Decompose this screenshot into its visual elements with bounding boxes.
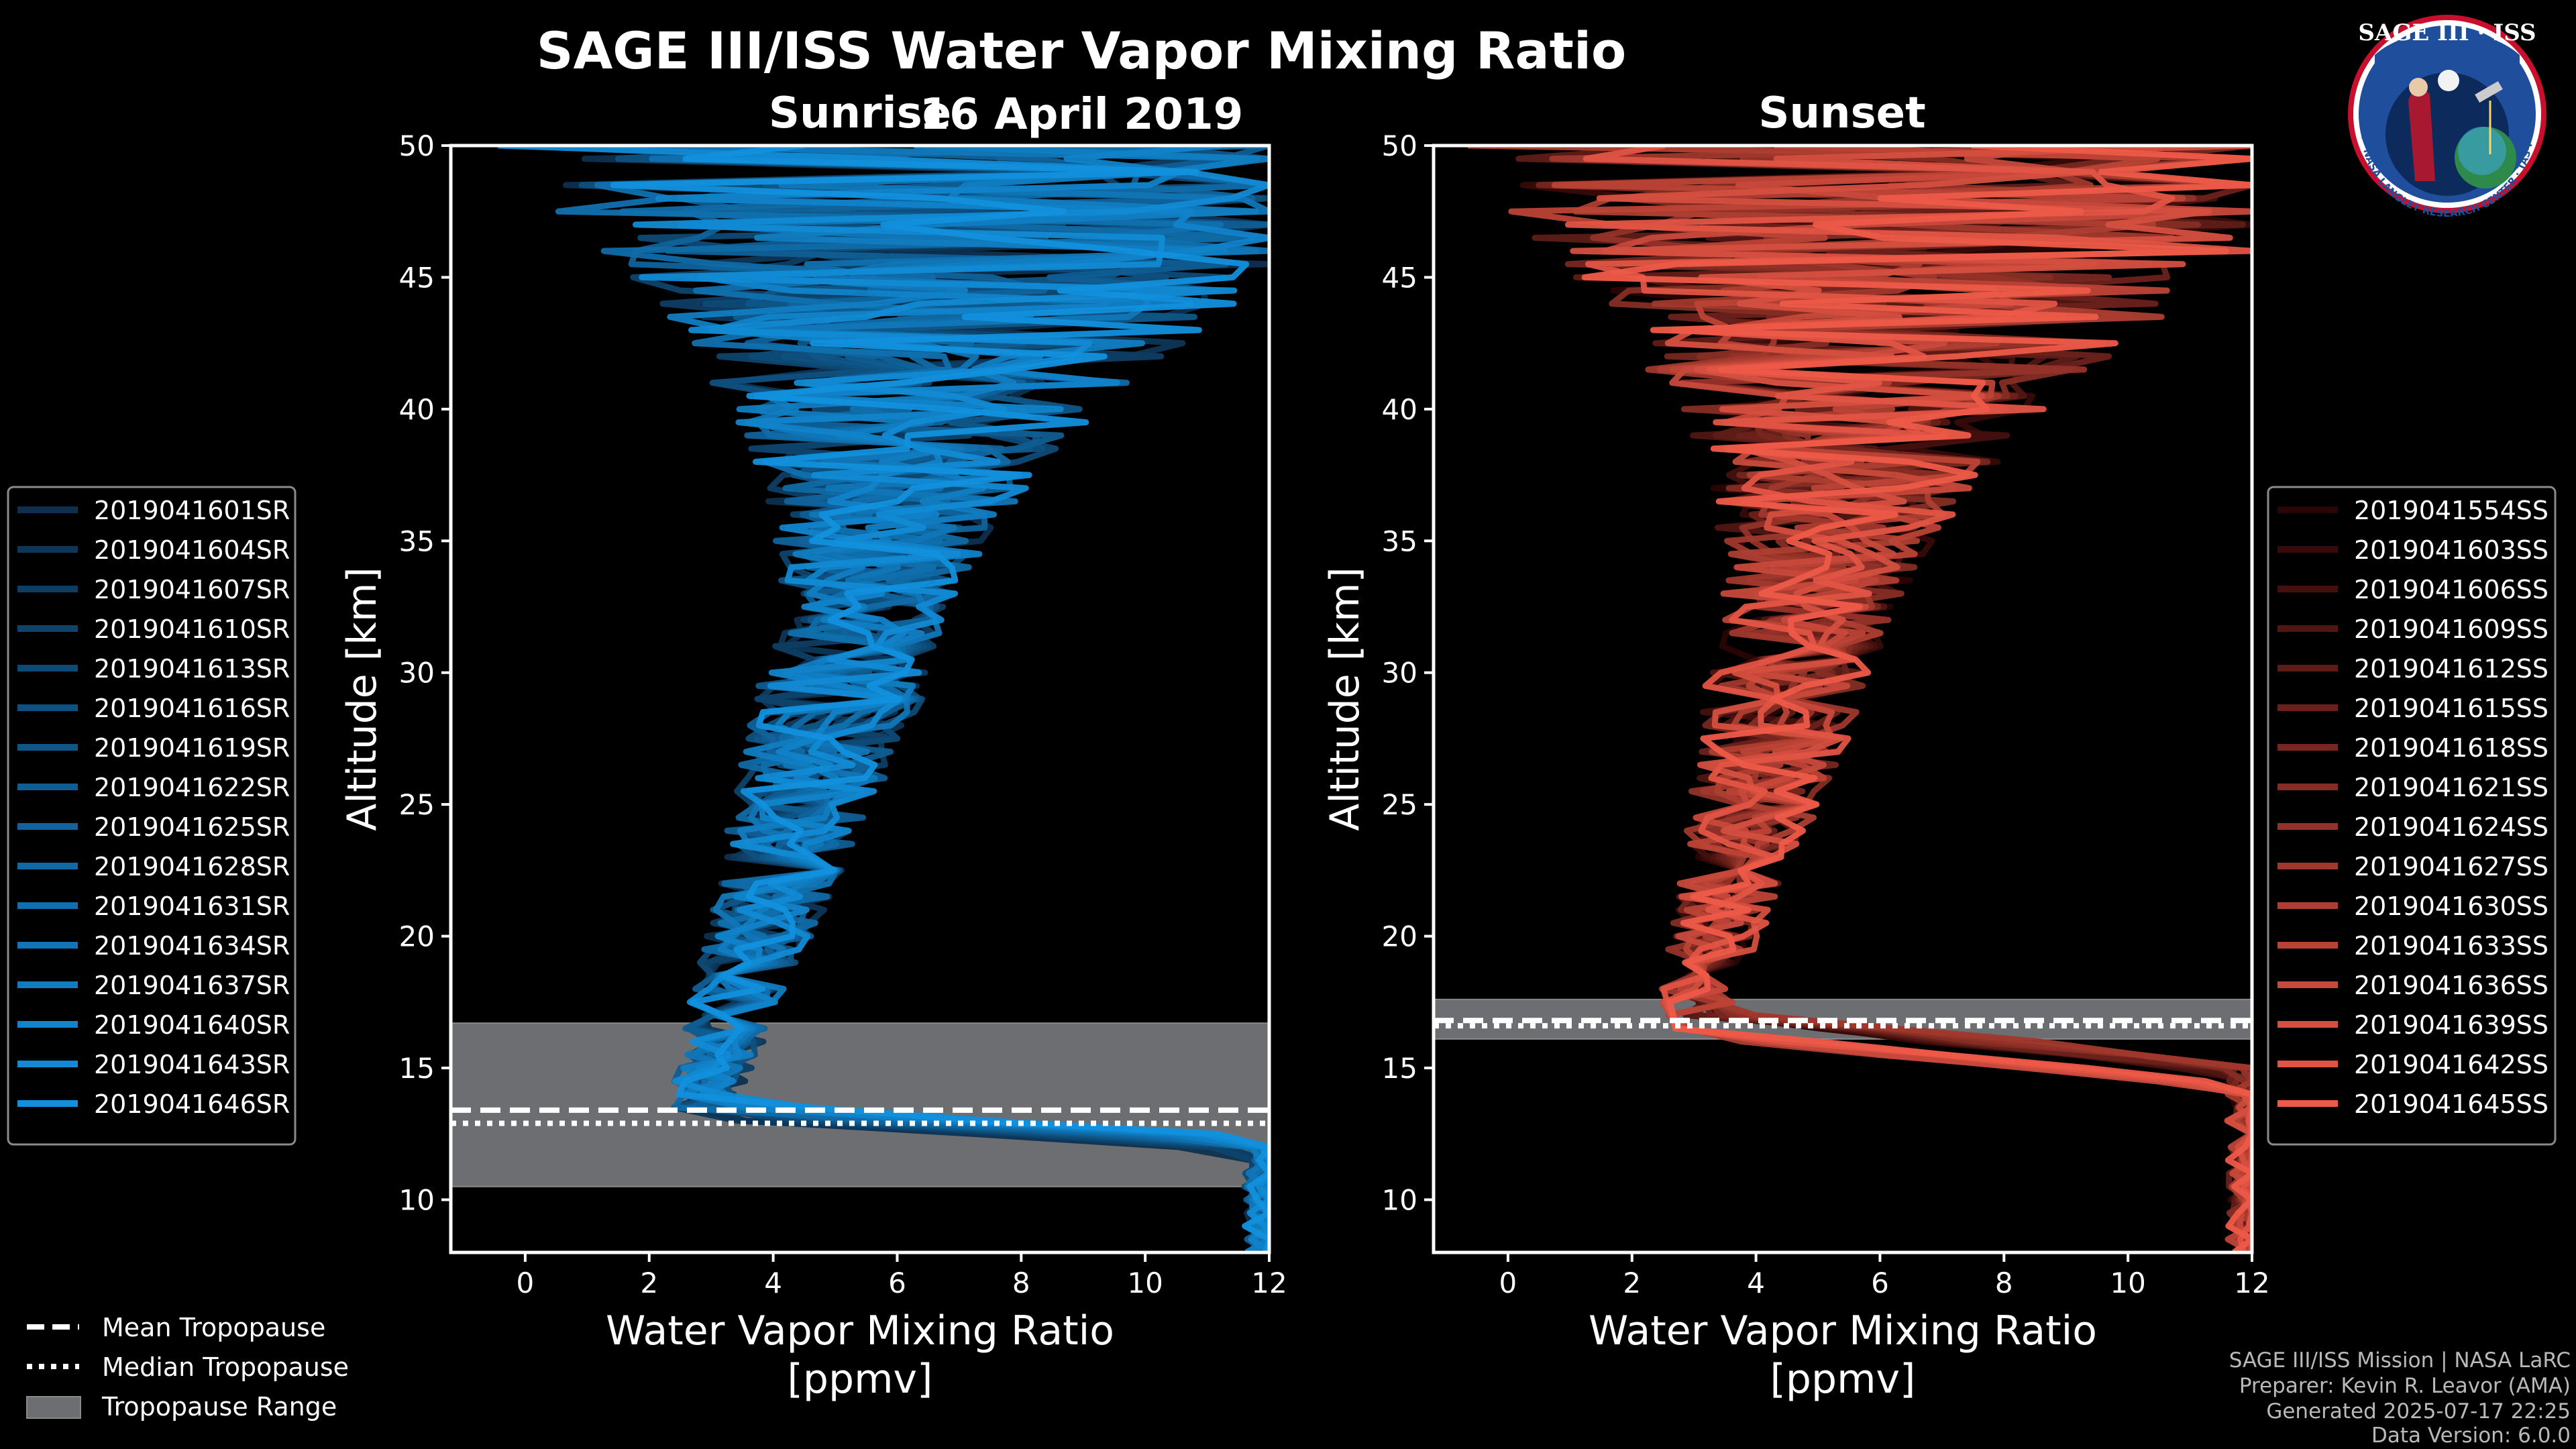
legend-entry-2019041646SR: 2019041646SR — [94, 1089, 290, 1119]
legend-entry-2019041625SR: 2019041625SR — [94, 812, 290, 842]
x-tick-label: 4 — [764, 1267, 782, 1299]
legend-entry-2019041639SS: 2019041639SS — [2354, 1010, 2548, 1040]
sunset-x-axis-label: Water Vapor Mixing Ratio [ppmv] — [1589, 1307, 2097, 1403]
y-tick-label: 45 — [1382, 261, 1417, 294]
x-tick-label: 6 — [1871, 1267, 1889, 1299]
x-tick-label: 8 — [1012, 1267, 1030, 1299]
sunrise-legend: 2019041601SR 2019041604SR 2019041607SR 2019… — [7, 486, 297, 1146]
legend-entry-2019041637SR: 2019041637SR — [94, 971, 290, 1000]
legend-entry-2019041634SR: 2019041634SR — [94, 931, 290, 961]
legend-entry-2019041603SS: 2019041603SS — [2354, 535, 2548, 565]
y-tick-label: 15 — [399, 1052, 435, 1085]
x-tick-label: 2 — [1623, 1267, 1641, 1299]
legend-entry-2019041606SS: 2019041606SS — [2354, 575, 2548, 604]
logo-title: SAGE III · ISS — [2358, 19, 2536, 46]
legend-entry-2019041613SR: 2019041613SR — [94, 654, 290, 684]
legend-entry-2019041610SR: 2019041610SR — [94, 614, 290, 644]
y-tick-label: 30 — [399, 657, 435, 690]
sunset-legend: 2019041554SS 2019041603SS 2019041606SS 2019… — [2267, 486, 2557, 1146]
sunset-y-axis-label: Altitude [km] — [1322, 567, 1368, 831]
x-tick-label: 4 — [1747, 1267, 1765, 1299]
y-tick-label: 40 — [399, 393, 435, 426]
x-tick-label: 2 — [640, 1267, 658, 1299]
tropopause-range-band — [450, 1022, 1270, 1187]
legend-entry-2019041627SS: 2019041627SS — [2354, 852, 2548, 881]
sunrise-panel: 0 2 4 6 8 10 12 10 15 20 25 30 35 40 45 50 Altitude [km… — [7, 129, 1287, 1403]
legend-entry-2019041618SS: 2019041618SS — [2354, 733, 2548, 763]
y-tick-label: 20 — [399, 920, 435, 953]
legend-entry-2019041619SR: 2019041619SR — [94, 733, 290, 763]
legend-entry-2019041636SS: 2019041636SS — [2354, 971, 2548, 1000]
figure-title: SAGE III/ISS Water Vapor Mixing Ratio — [537, 21, 1627, 80]
credit-mission: SAGE III/ISS Mission | NASA LaRC — [2229, 1348, 2571, 1373]
sunrise-x-axis-label: Water Vapor Mixing Ratio [ppmv] — [606, 1307, 1114, 1403]
profile-line-2019041645SS — [1581, 146, 2252, 1252]
legend-entry-2019041633SS: 2019041633SS — [2354, 931, 2548, 961]
credit-preparer: Preparer: Kevin R. Leavor (AMA) — [2239, 1374, 2571, 1398]
legend-entry-2019041628SR: 2019041628SR — [94, 852, 290, 881]
x-tick-label: 6 — [888, 1267, 906, 1299]
legend-entry-2019041630SS: 2019041630SS — [2354, 892, 2548, 921]
y-tick-label: 25 — [1382, 788, 1417, 821]
legend-entry-2019041640SR: 2019041640SR — [94, 1010, 290, 1040]
y-tick-label: 40 — [1382, 393, 1417, 426]
legend-entry-2019041642SS: 2019041642SS — [2354, 1050, 2548, 1079]
y-tick-label: 45 — [399, 261, 435, 294]
x-tick-label: 10 — [1127, 1267, 1163, 1299]
y-tick-label: 15 — [1382, 1052, 1417, 1085]
legend-entry-2019041631SR: 2019041631SR — [94, 892, 290, 921]
sunset-panel-title: Sunset — [1758, 89, 1925, 138]
x-tick-label: 10 — [2110, 1267, 2145, 1299]
x-tick-label: 8 — [1995, 1267, 2013, 1299]
y-tick-label: 50 — [399, 129, 435, 162]
median-tropopause-label: Median Tropopause — [102, 1352, 349, 1382]
legend-entry-2019041615SS: 2019041615SS — [2354, 694, 2548, 723]
x-tick-label: 12 — [1251, 1267, 1287, 1299]
credit-version: Data Version: 6.0.0 — [2371, 1424, 2571, 1448]
legend-entry-2019041607SR: 2019041607SR — [94, 575, 290, 604]
legend-entry-2019041612SS: 2019041612SS — [2354, 654, 2548, 684]
y-tick-label: 20 — [1382, 920, 1417, 953]
legend-entry-2019041604SR: 2019041604SR — [94, 535, 290, 565]
sunrise-panel-title: Sunrise — [769, 89, 951, 138]
y-tick-label: 25 — [399, 788, 435, 821]
tropopause-legend: Mean Tropopause Median Tropopause Tropop… — [26, 1313, 349, 1421]
y-tick-label: 35 — [1382, 525, 1417, 557]
x-tick-label: 0 — [517, 1267, 535, 1299]
legend-entry-2019041554SS: 2019041554SS — [2354, 496, 2548, 525]
legend-entry-2019041609SS: 2019041609SS — [2354, 614, 2548, 644]
legend-entry-2019041643SR: 2019041643SR — [94, 1050, 290, 1079]
mean-tropopause-label: Mean Tropopause — [102, 1313, 325, 1342]
credits: SAGE III/ISS Mission | NASA LaRC Prepare… — [2229, 1348, 2571, 1448]
y-tick-label: 35 — [399, 525, 435, 557]
x-tick-label: 0 — [1499, 1267, 1517, 1299]
sunrise-plot-frame — [449, 144, 1271, 1254]
legend-entry-2019041621SS: 2019041621SS — [2354, 773, 2548, 802]
y-tick-label: 10 — [399, 1183, 435, 1216]
legend-entry-2019041616SR: 2019041616SR — [94, 694, 290, 723]
y-tick-label: 50 — [1382, 129, 1417, 162]
tropopause-range-label: Tropopause Range — [101, 1392, 337, 1421]
x-tick-label: 12 — [2234, 1267, 2269, 1299]
sunset-plot-frame — [1432, 144, 2254, 1254]
profile-line-2019041646SR — [610, 146, 1269, 1252]
legend-entry-2019041622SR: 2019041622SR — [94, 773, 290, 802]
y-tick-label: 30 — [1382, 657, 1417, 690]
y-tick-label: 10 — [1382, 1183, 1417, 1216]
sunrise-y-axis-label: Altitude [km] — [339, 567, 386, 831]
credit-generated: Generated 2025-07-17 22:25 — [2266, 1399, 2571, 1424]
figure-date: 16 April 2019 — [920, 90, 1244, 140]
tropopause-range-swatch — [26, 1396, 81, 1419]
legend-frame — [2267, 486, 2557, 1146]
legend-frame — [7, 486, 297, 1146]
sunset-panel: 0 2 4 6 8 10 12 10 15 20 25 30 35 40 45 50 Altitude [km… — [1322, 129, 2557, 1403]
legend-entry-2019041601SR: 2019041601SR — [94, 496, 290, 525]
legend-entry-2019041645SS: 2019041645SS — [2354, 1089, 2548, 1119]
legend-entry-2019041624SS: 2019041624SS — [2354, 812, 2548, 842]
